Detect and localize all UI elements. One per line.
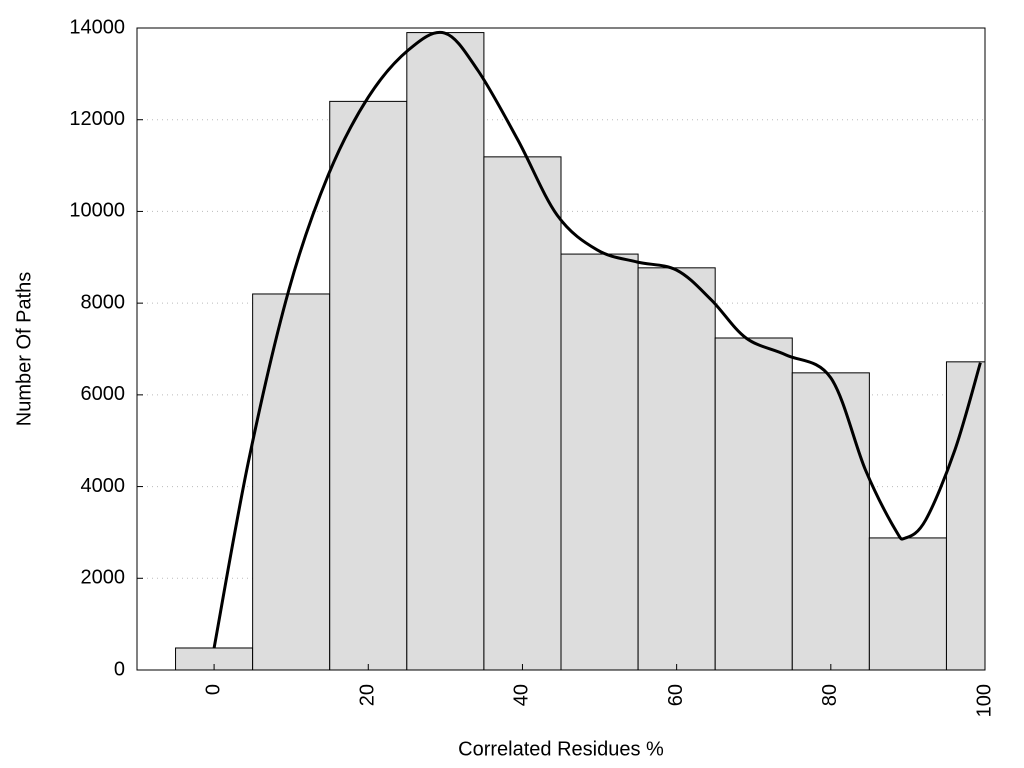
y-tick-label: 10000 bbox=[69, 200, 125, 222]
x-tick-label: 40 bbox=[511, 684, 533, 706]
x-axis-label: Correlated Residues % bbox=[458, 738, 664, 760]
y-tick-label: 6000 bbox=[81, 383, 126, 405]
bar bbox=[637, 267, 716, 670]
y-tick-label: 12000 bbox=[69, 108, 125, 130]
bar bbox=[252, 293, 331, 670]
x-tick-label: 80 bbox=[819, 684, 841, 706]
y-tick-label: 14000 bbox=[69, 16, 125, 38]
y-tick-label: 4000 bbox=[81, 475, 126, 497]
y-tick-label: 8000 bbox=[81, 291, 126, 313]
bar bbox=[483, 156, 562, 670]
plot-frame bbox=[136, 27, 986, 671]
x-tick-label: 20 bbox=[357, 684, 379, 706]
bar bbox=[406, 32, 485, 670]
x-tick-label: 100 bbox=[973, 684, 995, 717]
bar bbox=[329, 100, 408, 670]
bar bbox=[714, 337, 793, 670]
y-tick-label: 0 bbox=[114, 658, 125, 680]
bar bbox=[868, 537, 947, 670]
bar bbox=[791, 372, 870, 670]
density-curve bbox=[212, 30, 982, 649]
y-axis-label: Number Of Paths bbox=[13, 272, 35, 427]
bar bbox=[560, 253, 639, 670]
x-tick-label: 0 bbox=[202, 684, 224, 695]
y-tick-label: 2000 bbox=[81, 567, 126, 589]
x-tick-label: 60 bbox=[665, 684, 687, 706]
